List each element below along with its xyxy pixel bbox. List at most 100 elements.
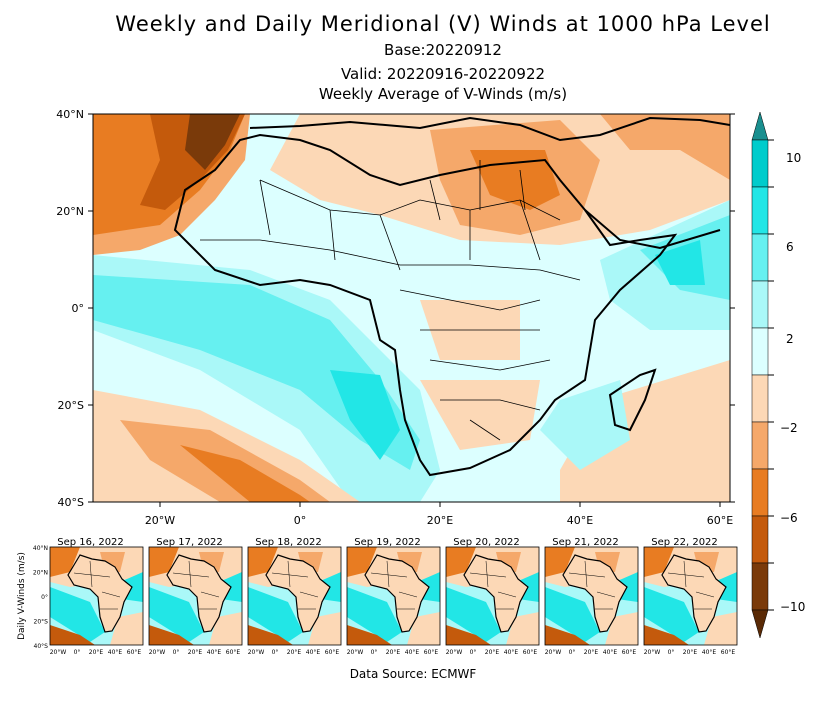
daily-panel: Sep 18, 2022 20°W 0° 20°E 40°E 60°E bbox=[247, 537, 342, 656]
daily-lon-label: 0° bbox=[371, 649, 378, 656]
daily-lat-label: 20°N bbox=[33, 570, 48, 577]
daily-lat-label: 0° bbox=[41, 594, 48, 601]
colorbar-label: −2 bbox=[780, 421, 798, 435]
daily-panel: Sep 20, 2022 20°W 0° 20°E 40°E 60°E bbox=[445, 537, 540, 656]
daily-panel-date: Sep 20, 2022 bbox=[453, 537, 520, 548]
daily-panel: Sep 19, 2022 20°W 0° 20°E 40°E 60°E bbox=[346, 537, 441, 656]
daily-lat-label: 40°N bbox=[33, 545, 48, 552]
lon-label: 20°E bbox=[427, 514, 453, 527]
daily-panel-date: Sep 19, 2022 bbox=[354, 537, 421, 548]
colorbar-label: −10 bbox=[780, 600, 805, 614]
daily-panel-frame bbox=[544, 546, 639, 646]
daily-lon-label: 60°E bbox=[127, 649, 142, 656]
daily-lon-label: 20°W bbox=[248, 649, 265, 656]
daily-lon-label: 0° bbox=[74, 649, 81, 656]
colorbar-labels: 10 6 2 −2 −6 −10 bbox=[780, 151, 805, 614]
colorbar-cap-bottom bbox=[751, 609, 769, 639]
lat-axis: 40°N 20°N 0° 20°S 40°S bbox=[56, 108, 84, 509]
colorbar-label: 2 bbox=[786, 332, 794, 346]
daily-lon-label: 60°E bbox=[523, 649, 538, 656]
colorbar-cap-top bbox=[751, 111, 769, 141]
daily-lon-label: 0° bbox=[173, 649, 180, 656]
daily-panel: Sep 22, 2022 20°W 0° 20°E 40°E 60°E bbox=[643, 537, 738, 656]
data-source: Data Source: ECMWF bbox=[349, 667, 477, 681]
daily-panel-frame bbox=[247, 546, 342, 646]
lat-label: 20°N bbox=[56, 205, 84, 218]
colorbar-bin bbox=[751, 562, 769, 611]
wind-field bbox=[93, 114, 730, 502]
colorbar-bin bbox=[751, 139, 769, 188]
daily-lon-label: 20°W bbox=[149, 649, 166, 656]
daily-lon-label: 20°E bbox=[89, 649, 104, 656]
daily-lon-label: 20°W bbox=[545, 649, 562, 656]
map-subtitle: Weekly Average of V-Winds (m/s) bbox=[318, 85, 568, 103]
lon-label: 0° bbox=[294, 514, 307, 527]
colorbar bbox=[751, 111, 774, 639]
daily-lon-label: 20°W bbox=[644, 649, 661, 656]
daily-lon-label: 60°E bbox=[424, 649, 439, 656]
daily-panel-date: Sep 22, 2022 bbox=[651, 537, 718, 548]
lat-label: 0° bbox=[72, 302, 85, 315]
daily-lon-label: 20°E bbox=[584, 649, 599, 656]
colorbar-label: 6 bbox=[786, 240, 794, 254]
colorbar-bin bbox=[751, 515, 769, 564]
daily-lat-label: 20°S bbox=[34, 619, 49, 626]
lon-label: 20°W bbox=[145, 514, 175, 527]
daily-lon-label: 20°W bbox=[50, 649, 67, 656]
colorbar-bin bbox=[751, 233, 769, 282]
colorbar-bin bbox=[751, 468, 769, 517]
daily-lon-label: 20°W bbox=[347, 649, 364, 656]
daily-lon-label: 40°E bbox=[504, 649, 519, 656]
lat-label: 40°N bbox=[56, 108, 84, 121]
daily-lat-label: 40°S bbox=[34, 643, 49, 650]
daily-lon-label: 60°E bbox=[721, 649, 736, 656]
daily-lon-label: 20°E bbox=[683, 649, 698, 656]
daily-panel-date: Sep 16, 2022 bbox=[57, 537, 124, 548]
daily-lon-label: 60°E bbox=[325, 649, 340, 656]
colorbar-bin bbox=[751, 421, 769, 470]
lat-label: 20°S bbox=[58, 399, 84, 412]
daily-lon-label: 40°E bbox=[306, 649, 321, 656]
daily-panel: Sep 17, 2022 20°W 0° 20°E 40°E 60°E bbox=[148, 537, 243, 656]
lat-label: 40°S bbox=[58, 496, 84, 509]
daily-panel-frame bbox=[346, 546, 441, 646]
daily-panel-date: Sep 17, 2022 bbox=[156, 537, 223, 548]
daily-lon-label: 40°E bbox=[108, 649, 123, 656]
daily-panel-frame bbox=[49, 546, 144, 646]
map-ticks bbox=[88, 113, 735, 507]
daily-panel-frame bbox=[445, 546, 540, 646]
daily-lon-label: 40°E bbox=[603, 649, 618, 656]
daily-panel-frame bbox=[148, 546, 243, 646]
daily-lon-label: 60°E bbox=[226, 649, 241, 656]
daily-lon-label: 40°E bbox=[405, 649, 420, 656]
daily-lon-label: 20°E bbox=[485, 649, 500, 656]
daily-panel: Sep 16, 2022 20°W 0° 20°E 40°E 60°E 40°N 20°N 0°… bbox=[33, 537, 144, 656]
daily-lon-label: 0° bbox=[272, 649, 279, 656]
colorbar-label: −6 bbox=[780, 511, 798, 525]
daily-lon-label: 20°E bbox=[386, 649, 401, 656]
country-borders bbox=[200, 160, 581, 441]
colorbar-label: 10 bbox=[786, 151, 801, 165]
daily-lon-label: 0° bbox=[569, 649, 576, 656]
coastlines bbox=[173, 116, 730, 477]
daily-lon-label: 0° bbox=[470, 649, 477, 656]
colorbar-bin bbox=[751, 374, 769, 423]
daily-lon-label: 0° bbox=[668, 649, 675, 656]
daily-panels: Sep 16, 2022 20°W 0° 20°E 40°E 60°E 40°N 20°N 0°… bbox=[33, 537, 738, 656]
daily-lon-label: 20°W bbox=[446, 649, 463, 656]
colorbar-bin bbox=[751, 280, 769, 329]
valid-range: Valid: 20220916-20220922 bbox=[340, 65, 546, 83]
colorbar-bin bbox=[751, 186, 769, 235]
daily-lon-label: 40°E bbox=[702, 649, 717, 656]
daily-lon-label: 60°E bbox=[622, 649, 637, 656]
lon-label: 60°E bbox=[707, 514, 733, 527]
daily-panel-date: Sep 21, 2022 bbox=[552, 537, 619, 548]
lon-axis: 20°W 0° 20°E 40°E 60°E bbox=[145, 514, 733, 527]
main-title: Weekly and Daily Meridional (V) Winds at… bbox=[115, 12, 771, 36]
daily-panel-frame bbox=[643, 546, 738, 646]
lon-label: 40°E bbox=[567, 514, 593, 527]
base-date: Base:20220912 bbox=[384, 41, 502, 59]
daily-lon-label: 40°E bbox=[207, 649, 222, 656]
daily-lon-label: 20°E bbox=[188, 649, 203, 656]
